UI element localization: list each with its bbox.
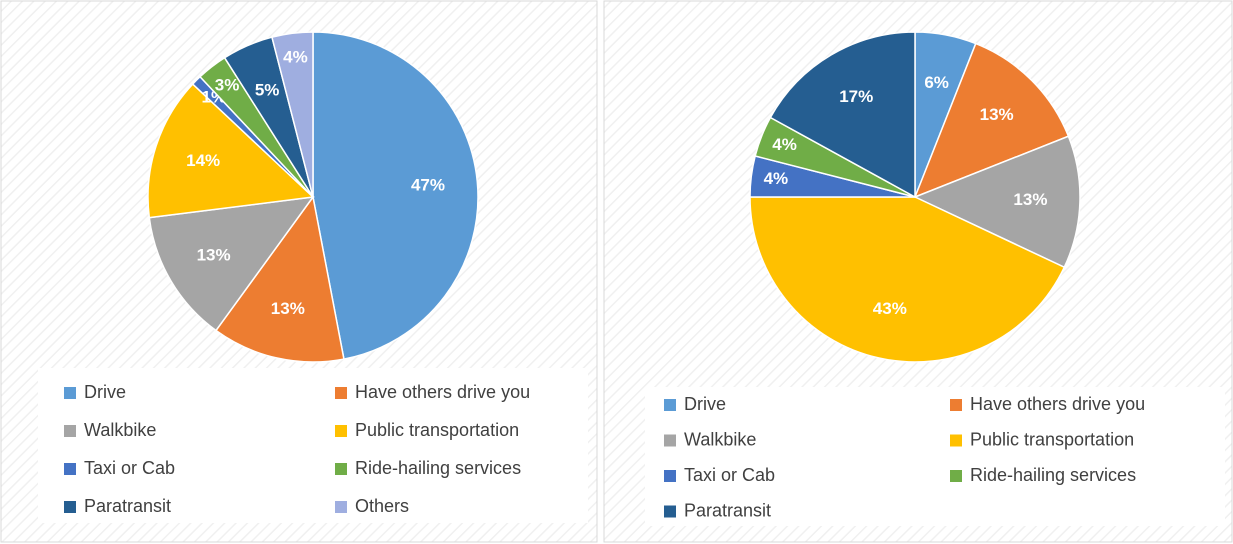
legend-label: Drive — [684, 394, 726, 414]
legend-swatch — [64, 387, 76, 399]
pie-slice — [913, 42, 1070, 199]
data-label: 47% — [411, 176, 445, 195]
data-label: 4% — [283, 47, 308, 66]
pie-slice — [148, 196, 315, 332]
data-label: 43% — [873, 299, 907, 318]
legend-swatch — [664, 399, 676, 411]
data-label: 3% — [215, 76, 240, 95]
pie-slice — [749, 196, 1066, 363]
legend-label: Public transportation — [355, 420, 519, 440]
legend-label: Walkbike — [84, 420, 156, 440]
legend-label: Taxi or Cab — [684, 465, 775, 485]
data-label: 13% — [271, 299, 305, 318]
legend-swatch — [950, 399, 962, 411]
data-label: 17% — [839, 87, 873, 106]
legend-label: Public transportation — [970, 429, 1134, 449]
legend-swatch — [664, 505, 676, 518]
data-label: 13% — [197, 245, 231, 264]
legend-swatch — [950, 434, 962, 447]
legend-box — [645, 387, 1225, 526]
pie-slice — [913, 135, 1081, 269]
legend-label: Walkbike — [684, 429, 756, 449]
data-label: 13% — [1013, 190, 1047, 209]
data-label: 5% — [255, 80, 280, 99]
legend-swatch — [664, 434, 676, 447]
pie-slice — [147, 82, 315, 219]
pie-slice — [214, 195, 345, 363]
data-label: 13% — [980, 105, 1014, 124]
pie-slice — [769, 31, 916, 199]
legend-swatch — [64, 501, 76, 513]
legend-label: Ride-hailing services — [355, 458, 521, 478]
pie-slice — [312, 31, 479, 360]
legend-label: Others — [355, 496, 409, 516]
legend-swatch — [950, 470, 962, 482]
legend-label: Have others drive you — [355, 382, 530, 402]
legend-swatch — [335, 463, 347, 475]
legend-label: Ride-hailing services — [970, 465, 1136, 485]
pie-slice — [271, 31, 314, 198]
legend-label: Have others drive you — [970, 394, 1145, 414]
data-label: 6% — [924, 73, 949, 92]
data-label: 4% — [772, 135, 797, 154]
data-label: 4% — [764, 169, 789, 188]
legend-swatch — [64, 425, 76, 437]
legend-label: Paratransit — [84, 496, 171, 516]
legend-box — [38, 368, 588, 523]
legend-swatch — [664, 470, 676, 482]
legend-label: Paratransit — [684, 500, 771, 520]
legend-label: Taxi or Cab — [84, 458, 175, 478]
legend-swatch — [64, 463, 76, 475]
legend-swatch — [335, 501, 347, 513]
legend-swatch — [335, 425, 347, 437]
data-label: 14% — [186, 151, 220, 170]
legend-label: Drive — [84, 382, 126, 402]
legend-swatch — [335, 387, 347, 399]
